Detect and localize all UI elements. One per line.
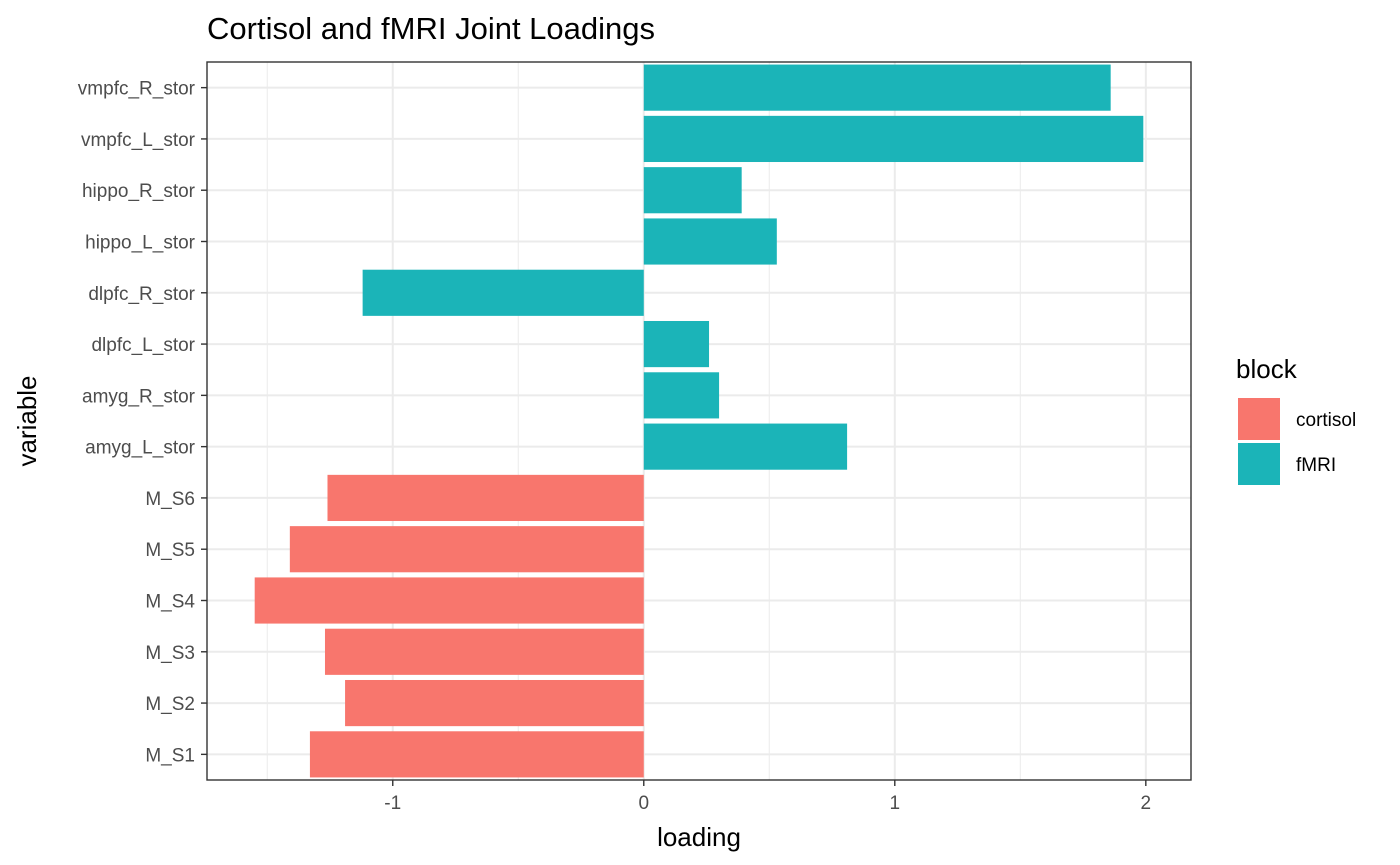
y-tick-label: vmpfc_R_stor	[78, 79, 196, 100]
y-tick-label: dlpfc_L_stor	[91, 335, 195, 356]
x-axis-title: loading	[657, 822, 741, 852]
bar-vmpfc_L_stor	[643, 115, 1144, 163]
y-tick-label: M_S5	[145, 540, 195, 561]
bar-M_S3	[324, 628, 644, 675]
bar-vmpfc_R_stor	[643, 64, 1111, 111]
x-tick-label: 1	[890, 793, 901, 814]
x-tick-label: -1	[384, 793, 401, 814]
y-tick-label: hippo_R_stor	[82, 181, 196, 202]
y-tick-label: M_S1	[145, 745, 195, 766]
plot-panel	[206, 61, 1192, 781]
bar-M_S4	[254, 577, 644, 624]
bar-M_S5	[289, 526, 644, 573]
legend: block cortisol fMRI	[1236, 354, 1356, 485]
legend-label-cortisol: cortisol	[1296, 410, 1356, 431]
bar-M_S1	[309, 731, 644, 778]
y-tick-label: amyg_R_stor	[82, 386, 196, 407]
bar-hippo_L_stor	[643, 218, 777, 265]
x-axis: -1 0 1 2	[384, 780, 1151, 814]
legend-swatch-cortisol	[1238, 398, 1280, 440]
x-tick-label: 2	[1141, 793, 1152, 814]
y-axis-title: variable	[12, 375, 42, 466]
y-tick-label: M_S3	[145, 643, 195, 664]
x-tick-label: 0	[638, 793, 649, 814]
legend-title: block	[1236, 354, 1298, 384]
bar-M_S6	[327, 474, 644, 522]
bar-M_S2	[345, 679, 644, 727]
y-tick-label: M_S4	[145, 592, 195, 613]
bar-amyg_L_stor	[643, 423, 848, 470]
y-tick-label: amyg_L_stor	[85, 438, 196, 459]
legend-swatch-fMRI	[1238, 443, 1280, 485]
y-tick-label: M_S2	[145, 694, 195, 715]
y-tick-label: hippo_L_stor	[85, 233, 196, 254]
bar-dlpfc_R_stor	[362, 269, 644, 316]
panel-border	[206, 61, 1192, 781]
legend-label-fMRI: fMRI	[1296, 455, 1336, 476]
bar-amyg_R_stor	[643, 372, 720, 419]
bar-dlpfc_L_stor	[643, 320, 710, 368]
y-axis: vmpfc_R_stor vmpfc_L_stor hippo_R_storhipp…	[78, 79, 207, 766]
y-tick-label: dlpfc_R_stor	[88, 284, 195, 305]
chart-title: Cortisol and fMRI Joint Loadings	[207, 11, 655, 46]
y-tick-label: vmpfc_L_stor	[81, 130, 196, 151]
y-tick-label: M_S6	[145, 489, 195, 510]
bar-hippo_R_stor	[643, 167, 742, 214]
